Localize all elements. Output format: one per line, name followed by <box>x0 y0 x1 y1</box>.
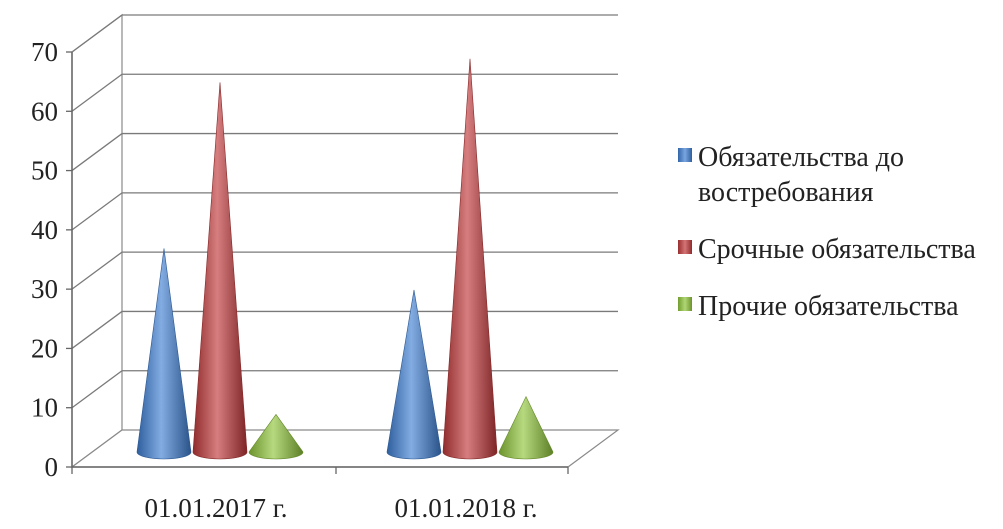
y-tick-label: 20 <box>31 333 58 363</box>
side-wall <box>71 13 123 469</box>
cone <box>248 413 304 460</box>
y-tick-label: 40 <box>31 215 58 245</box>
gridline-side <box>71 251 123 290</box>
legend: Обязательства до востребования Срочные о… <box>678 140 998 346</box>
legend-label: Прочие обязательства <box>698 291 959 322</box>
y-tick-label: 50 <box>31 156 58 186</box>
gridline-side <box>71 310 123 349</box>
axes <box>66 51 569 474</box>
legend-swatch <box>678 240 692 254</box>
gridline-side <box>71 370 123 409</box>
y-tick-labels: 0 10 20 30 40 50 60 70 <box>31 37 58 482</box>
cone <box>136 248 192 460</box>
y-tick-label: 30 <box>31 274 58 304</box>
cone <box>192 82 248 460</box>
y-tick-label: 0 <box>45 452 59 482</box>
x-tick-label: 01.01.2018 г. <box>394 493 537 523</box>
legend-item-series-1: Срочные обязательства <box>678 232 998 267</box>
cone <box>498 395 554 460</box>
gridline-side <box>71 14 123 53</box>
x-tick-label: 01.01.2017 г. <box>144 493 287 523</box>
legend-item-series-2: Прочие обязательства <box>678 289 998 324</box>
legend-swatch <box>678 148 692 162</box>
y-tick-label: 70 <box>31 37 58 67</box>
cones <box>136 58 554 460</box>
gridline-side <box>71 133 123 172</box>
legend-swatch <box>678 297 692 311</box>
legend-label: Срочные обязательства <box>698 234 976 265</box>
legend-label: Обязательства до востребования <box>698 142 905 208</box>
y-tick-label: 60 <box>31 96 58 126</box>
gridline-side <box>71 192 123 231</box>
cone <box>386 289 442 460</box>
legend-item-series-0: Обязательства до востребования <box>678 140 998 210</box>
y-tick-label: 10 <box>31 393 58 423</box>
gridline-side <box>71 73 123 112</box>
cone <box>442 58 498 460</box>
x-tick-labels: 01.01.2017 г. 01.01.2018 г. <box>144 493 537 523</box>
